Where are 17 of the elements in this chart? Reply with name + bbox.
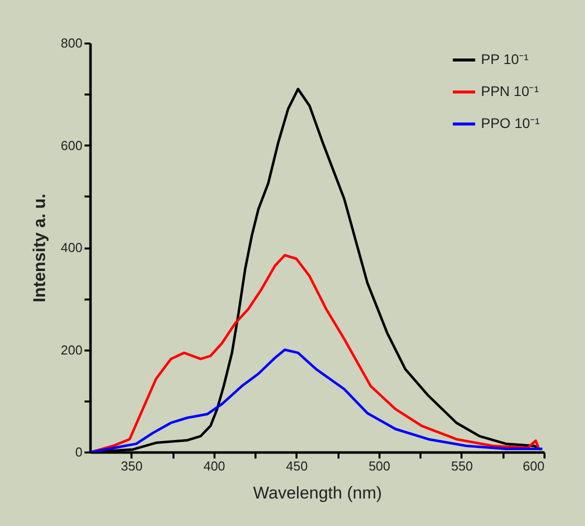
x-tick-label: 550 [451,458,473,474]
y-tick-label: 400 [60,240,82,255]
x-tick-label: 500 [368,458,390,474]
line-series [90,254,540,452]
legend-label: PPO 10⁻¹ [481,115,540,131]
x-axis-title: Wavelength (nm) [253,484,382,502]
x-tick-label: 350 [120,458,143,474]
y-tick-label: 200 [60,342,82,358]
x-tick-label: 600 [522,458,544,474]
x-tick-label: 400 [203,458,226,474]
y-tick-label: 600 [60,138,82,153]
y-axis-title: Intensity a. u. [30,194,49,302]
legend-label: PP 10⁻¹ [481,51,529,67]
y-tick-label: 0 [75,444,82,460]
legend-label: PPN 10⁻¹ [481,83,540,99]
y-tick-label: 800 [60,36,82,50]
x-tick-label: 450 [286,458,308,474]
